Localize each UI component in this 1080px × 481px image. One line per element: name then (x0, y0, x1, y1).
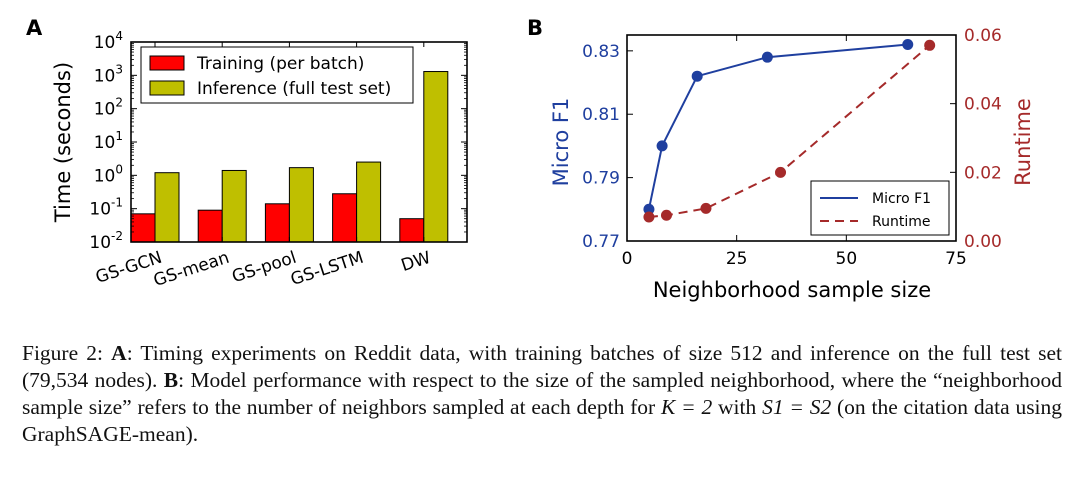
tick-label-base: 10 (94, 33, 116, 53)
panel-b-right-tick-label: 0.04 (964, 95, 1002, 115)
panel-b-right-axis-label: Runtime (1011, 98, 1035, 186)
legend-swatch-inference (149, 80, 185, 96)
panel-a-x-tick-label: GS-LSTM (288, 248, 366, 290)
panel-a-legend: Training (per batch) Inference (full test… (140, 46, 414, 104)
panel-a-y-axis-label: Time (seconds) (51, 62, 75, 223)
tick-label-exponent: -1 (111, 196, 123, 210)
data-point-runtime (660, 209, 672, 221)
caption-b-label: B (163, 368, 179, 392)
panel-b-x-tick-label: 50 (836, 249, 858, 269)
panel-b-left-tick-label: 0.83 (582, 42, 620, 62)
tick-label-base: 10 (94, 66, 116, 86)
data-point-micro-f1 (643, 203, 655, 215)
panel-a-x-tick-label: GS-pool (230, 248, 299, 288)
legend-label-inference: Inference (full test set) (197, 79, 391, 99)
legend-swatch-training (149, 55, 185, 71)
panel-b-left-tick-label: 0.79 (582, 169, 620, 189)
panel-a-y-tick-label: 100 (94, 162, 123, 186)
bar-gs-pool-inference (288, 167, 314, 243)
bar-gs-mean-inference (221, 169, 247, 243)
panel-a-y-tick-label: 102 (94, 96, 123, 120)
tick-label-exponent: 4 (115, 29, 123, 43)
panel-b-left-tick-label: 0.81 (582, 105, 620, 125)
caption-a-text: : Timing experiments on Reddit data, wit… (22, 341, 1063, 392)
panel-b-right-tick-label: 0.02 (964, 163, 1002, 183)
panel-a-x-tick-label: DW (399, 248, 434, 276)
figure: A B Time (seconds) 10-210-11001011021031… (26, 16, 1035, 302)
bar-gs-gcn-training (130, 213, 156, 243)
bar-gs-pool-training (264, 203, 290, 243)
caption-b-text-2: with (718, 395, 757, 419)
tick-label-exponent: 1 (115, 129, 123, 143)
panel-a-y-tick-label: 103 (94, 62, 123, 86)
tick-label-exponent: 0 (115, 162, 123, 176)
panel-b-line-chart: Micro F1 Runtime Neighborhood sample siz… (549, 26, 1035, 302)
panel-b-right-tick-label: 0.06 (964, 26, 1002, 46)
data-point-runtime (700, 202, 712, 214)
figure-caption: Figure 2: A: Timing experiments on Reddi… (22, 340, 1062, 448)
panel-a-legend-box (140, 46, 414, 104)
tick-label-base: 10 (89, 200, 111, 220)
panel-b-legend: Micro F1 Runtime (810, 180, 950, 236)
data-point-runtime (775, 166, 787, 178)
panel-b-legend-box (810, 180, 950, 236)
bar-gs-mean-training (197, 209, 223, 243)
panel-b-x-axis-label: Neighborhood sample size (653, 278, 931, 302)
tick-label-base: 10 (94, 133, 116, 153)
bar-dw-inference (423, 71, 449, 243)
panel-a-y-tick-label: 101 (94, 129, 123, 153)
legend-label-micro-f1: Micro F1 (872, 191, 931, 207)
caption-b-text-1: : Model performance with respect to the … (22, 368, 1062, 419)
panel-a-label: A (26, 16, 43, 40)
tick-label-exponent: 2 (115, 96, 123, 110)
data-point-runtime (643, 211, 655, 223)
panel-b-label: B (527, 16, 543, 40)
tick-label-base: 10 (89, 233, 111, 253)
data-point-micro-f1 (691, 70, 703, 82)
panel-a-x-tick-label: GS-mean (151, 248, 232, 291)
panel-a-y-tick-label: 10-1 (89, 196, 123, 220)
panel-a-y-tick-label: 10-2 (89, 229, 123, 253)
bar-gs-lstm-inference (356, 161, 382, 243)
tick-label-exponent: 3 (115, 62, 123, 76)
panel-b-left-axis-label: Micro F1 (549, 98, 573, 187)
panel-b-right-tick-label: 0.00 (964, 232, 1002, 252)
data-point-runtime (924, 39, 936, 51)
bar-dw-training (399, 218, 425, 243)
legend-label-runtime: Runtime (872, 214, 930, 230)
bar-gs-lstm-training (332, 193, 358, 243)
tick-label-base: 10 (94, 100, 116, 120)
data-point-micro-f1 (656, 140, 668, 152)
bar-gs-gcn-inference (154, 172, 180, 243)
tick-label-base: 10 (94, 166, 116, 186)
panel-b-left-tick-label: 0.77 (582, 232, 620, 252)
caption-k-equation: K = 2 (661, 395, 713, 419)
panel-b-plot-frame (626, 34, 957, 242)
data-point-micro-f1 (761, 51, 773, 63)
caption-figure-label: Figure 2: (22, 341, 103, 365)
panel-b-x-tick-label: 75 (945, 249, 967, 269)
legend-label-training: Training (per batch) (196, 54, 364, 74)
data-point-micro-f1 (902, 39, 914, 51)
tick-label-exponent: -2 (111, 229, 123, 243)
caption-a-label: A (111, 341, 127, 365)
caption-b-text-3: (on the citation data using GraphSAGE-me… (22, 395, 1063, 446)
panel-b-x-tick-label: 0 (622, 249, 633, 269)
panel-b-x-tick-label: 25 (726, 249, 748, 269)
caption-s-equation: S1 = S2 (762, 395, 832, 419)
panel-a-y-tick-label: 104 (94, 29, 123, 53)
